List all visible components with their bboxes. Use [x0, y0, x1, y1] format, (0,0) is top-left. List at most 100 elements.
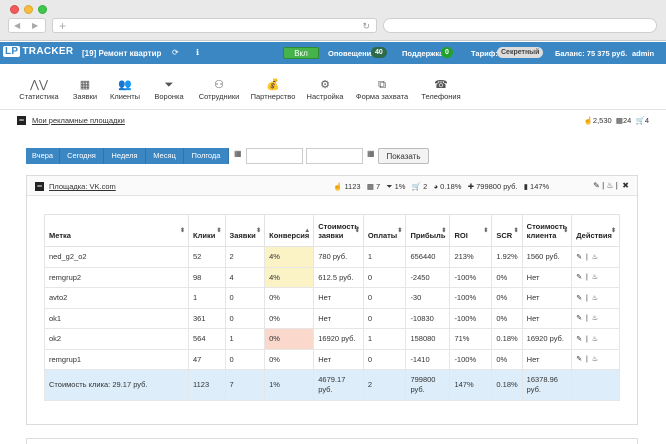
calendar-icon[interactable]: ▦: [367, 149, 375, 158]
menu-item-clients[interactable]: 👥 Клиенты: [108, 78, 142, 101]
sort-icon: ⬍: [216, 228, 222, 234]
ad-sources-stats: ☝2,530 ▦24 🛒4: [584, 116, 649, 125]
edit-icon[interactable]: ✎: [576, 253, 583, 261]
edit-icon[interactable]: ✎: [576, 294, 583, 302]
stat-clicks: 1123: [344, 182, 361, 191]
edit-icon[interactable]: ✎: [593, 181, 600, 190]
logo-lp: LP: [3, 46, 21, 57]
sort-icon: ⬍: [397, 228, 403, 234]
tariff-label: Тариф:: [471, 49, 498, 58]
close-icon[interactable]: ✖: [622, 181, 629, 190]
col-conversion[interactable]: Конверсия ▲: [264, 214, 315, 247]
stat-leads: 24: [622, 116, 632, 125]
notifications-badge[interactable]: 40: [371, 47, 387, 58]
ad-sources-title[interactable]: Мои рекламные площадки: [32, 116, 125, 125]
menu-item-label: Статистика: [19, 92, 59, 101]
new-tab-icon[interactable]: +: [59, 19, 67, 33]
fire-icon[interactable]: ♨: [591, 274, 599, 282]
edit-icon[interactable]: ✎: [576, 356, 583, 364]
menu-item-employees[interactable]: ⚇ Сотрудники: [196, 78, 242, 101]
table-total-row: Стоимость клика: 29.17 руб. 1123 7 1% 46…: [43, 369, 620, 401]
stat-profit: 799800 руб.: [476, 182, 518, 191]
menu-item-partnership[interactable]: 💰 Партнерство: [250, 78, 296, 101]
fire-icon[interactable]: ♨: [591, 356, 599, 364]
refresh-icon[interactable]: ⟳: [172, 48, 179, 57]
menu-item-statistics[interactable]: ⋀⋁ Статистика: [18, 78, 60, 101]
menu-item-telephony[interactable]: ☎ Телефония: [418, 78, 464, 101]
date-to-input[interactable]: [306, 148, 363, 164]
filter-yesterday-button[interactable]: Вчера: [26, 148, 60, 164]
menu-item-funnel[interactable]: ⏷ Воронка: [150, 78, 188, 101]
stat-scr: 0.18%: [440, 182, 462, 191]
col-scr[interactable]: SCR ⬍: [491, 214, 523, 247]
calendar-icon: ▦: [615, 116, 623, 125]
user-menu[interactable]: admin: [632, 49, 655, 58]
fire-icon[interactable]: ♨: [591, 294, 599, 302]
info-icon[interactable]: ℹ: [196, 48, 200, 57]
table-row: avto2 1 0 0% Нет 0 -30 -100% 0% Нет ✎ | …: [43, 287, 620, 309]
next-panel-edge: [26, 438, 638, 444]
calendar-icon[interactable]: ▦: [234, 149, 242, 158]
close-window-icon[interactable]: [10, 5, 19, 14]
project-name[interactable]: [19] Ремонт квартир: [82, 49, 162, 58]
row-actions: ✎ | ♨: [571, 328, 620, 350]
funnel-icon: ⏷: [386, 182, 393, 191]
col-lead-cost[interactable]: Стоимость заявки ⬍: [313, 214, 364, 247]
menu-item-capture-form[interactable]: ⧉ Форма захвата: [354, 78, 410, 101]
support-label[interactable]: Поддержка: [402, 49, 444, 58]
menu-item-settings[interactable]: ⚙ Настройка: [304, 78, 346, 101]
filter-week-button[interactable]: Неделя: [104, 148, 146, 164]
forward-icon[interactable]: ▶: [32, 21, 39, 30]
menu-item-label: Клиенты: [109, 92, 141, 101]
cart-icon: 🛒: [635, 116, 645, 125]
menu-item-label: Форма захвата: [355, 92, 409, 101]
reload-icon[interactable]: ↻: [362, 21, 370, 31]
fire-icon[interactable]: ♨: [606, 181, 614, 190]
row-actions: ✎ | ♨: [571, 266, 620, 288]
fire-icon[interactable]: ♨: [591, 253, 599, 261]
cart-icon: 🛒: [411, 182, 422, 191]
fire-icon[interactable]: ♨: [591, 315, 599, 323]
tracking-toggle-button[interactable]: Вкл: [283, 47, 319, 59]
minimize-window-icon[interactable]: [24, 5, 33, 14]
collapse-icon[interactable]: −: [35, 181, 44, 191]
stats-table: Метка ⬍ Клики ⬍ Заявки ⬍ Конверсия ▲ Стоимос…: [43, 214, 620, 401]
col-client-cost[interactable]: Стоимость клиента ⬍: [521, 214, 573, 247]
show-button[interactable]: Показать: [378, 148, 429, 164]
col-profit[interactable]: Прибыль ⬍: [405, 214, 451, 247]
back-icon[interactable]: ◀: [14, 21, 21, 30]
balance[interactable]: Баланс: 75 375 руб.: [555, 49, 628, 58]
notifications-label[interactable]: Оповещения: [328, 49, 376, 58]
col-leads[interactable]: Заявки ⬍: [224, 214, 266, 247]
maximize-window-icon[interactable]: [38, 5, 47, 14]
date-from-input[interactable]: [246, 148, 303, 164]
gear-icon: ⚙: [320, 79, 330, 91]
menu-item-leads[interactable]: ▦ Заявки: [70, 78, 100, 101]
calendar-icon: ▦: [79, 79, 91, 91]
bars-icon: ▮: [523, 182, 528, 191]
col-roi[interactable]: ROI ⬍: [449, 214, 493, 247]
collapse-icon[interactable]: −: [17, 115, 26, 125]
panel-title[interactable]: Площадка: VK.com: [49, 182, 116, 191]
edit-icon[interactable]: ✎: [576, 315, 583, 323]
col-payments[interactable]: Оплаты ⬍: [362, 214, 407, 247]
table-row: ned_g2_o2 52 2 4% 780 руб. 1 656440 213%…: [43, 246, 620, 268]
browser-chrome: ◀ ▶ + ↻: [0, 0, 666, 41]
browser-tab[interactable]: + ↻: [52, 18, 377, 33]
filter-halfyear-button[interactable]: Полгода: [184, 148, 229, 164]
filter-today-button[interactable]: Сегодня: [60, 148, 104, 164]
edit-icon[interactable]: ✎: [576, 335, 583, 343]
col-label[interactable]: Метка ⬍: [43, 214, 190, 247]
address-bar[interactable]: [383, 18, 657, 33]
row-actions: ✎ | ♨: [571, 307, 620, 329]
tariff-badge[interactable]: Секретный: [497, 47, 544, 58]
filter-month-button[interactable]: Месяц: [146, 148, 184, 164]
logo[interactable]: LP TRACKER: [3, 46, 73, 60]
menu-item-label: Телефония: [421, 92, 461, 101]
table-row: remgrup2 98 4 4% 612.5 руб. 0 -2450 -100…: [43, 266, 620, 288]
edit-icon[interactable]: ✎: [576, 274, 583, 282]
chart-icon: ⋀⋁: [29, 79, 49, 91]
fire-icon[interactable]: ♨: [591, 335, 599, 343]
col-clicks[interactable]: Клики ⬍: [188, 214, 226, 247]
support-badge[interactable]: 0: [441, 47, 453, 58]
